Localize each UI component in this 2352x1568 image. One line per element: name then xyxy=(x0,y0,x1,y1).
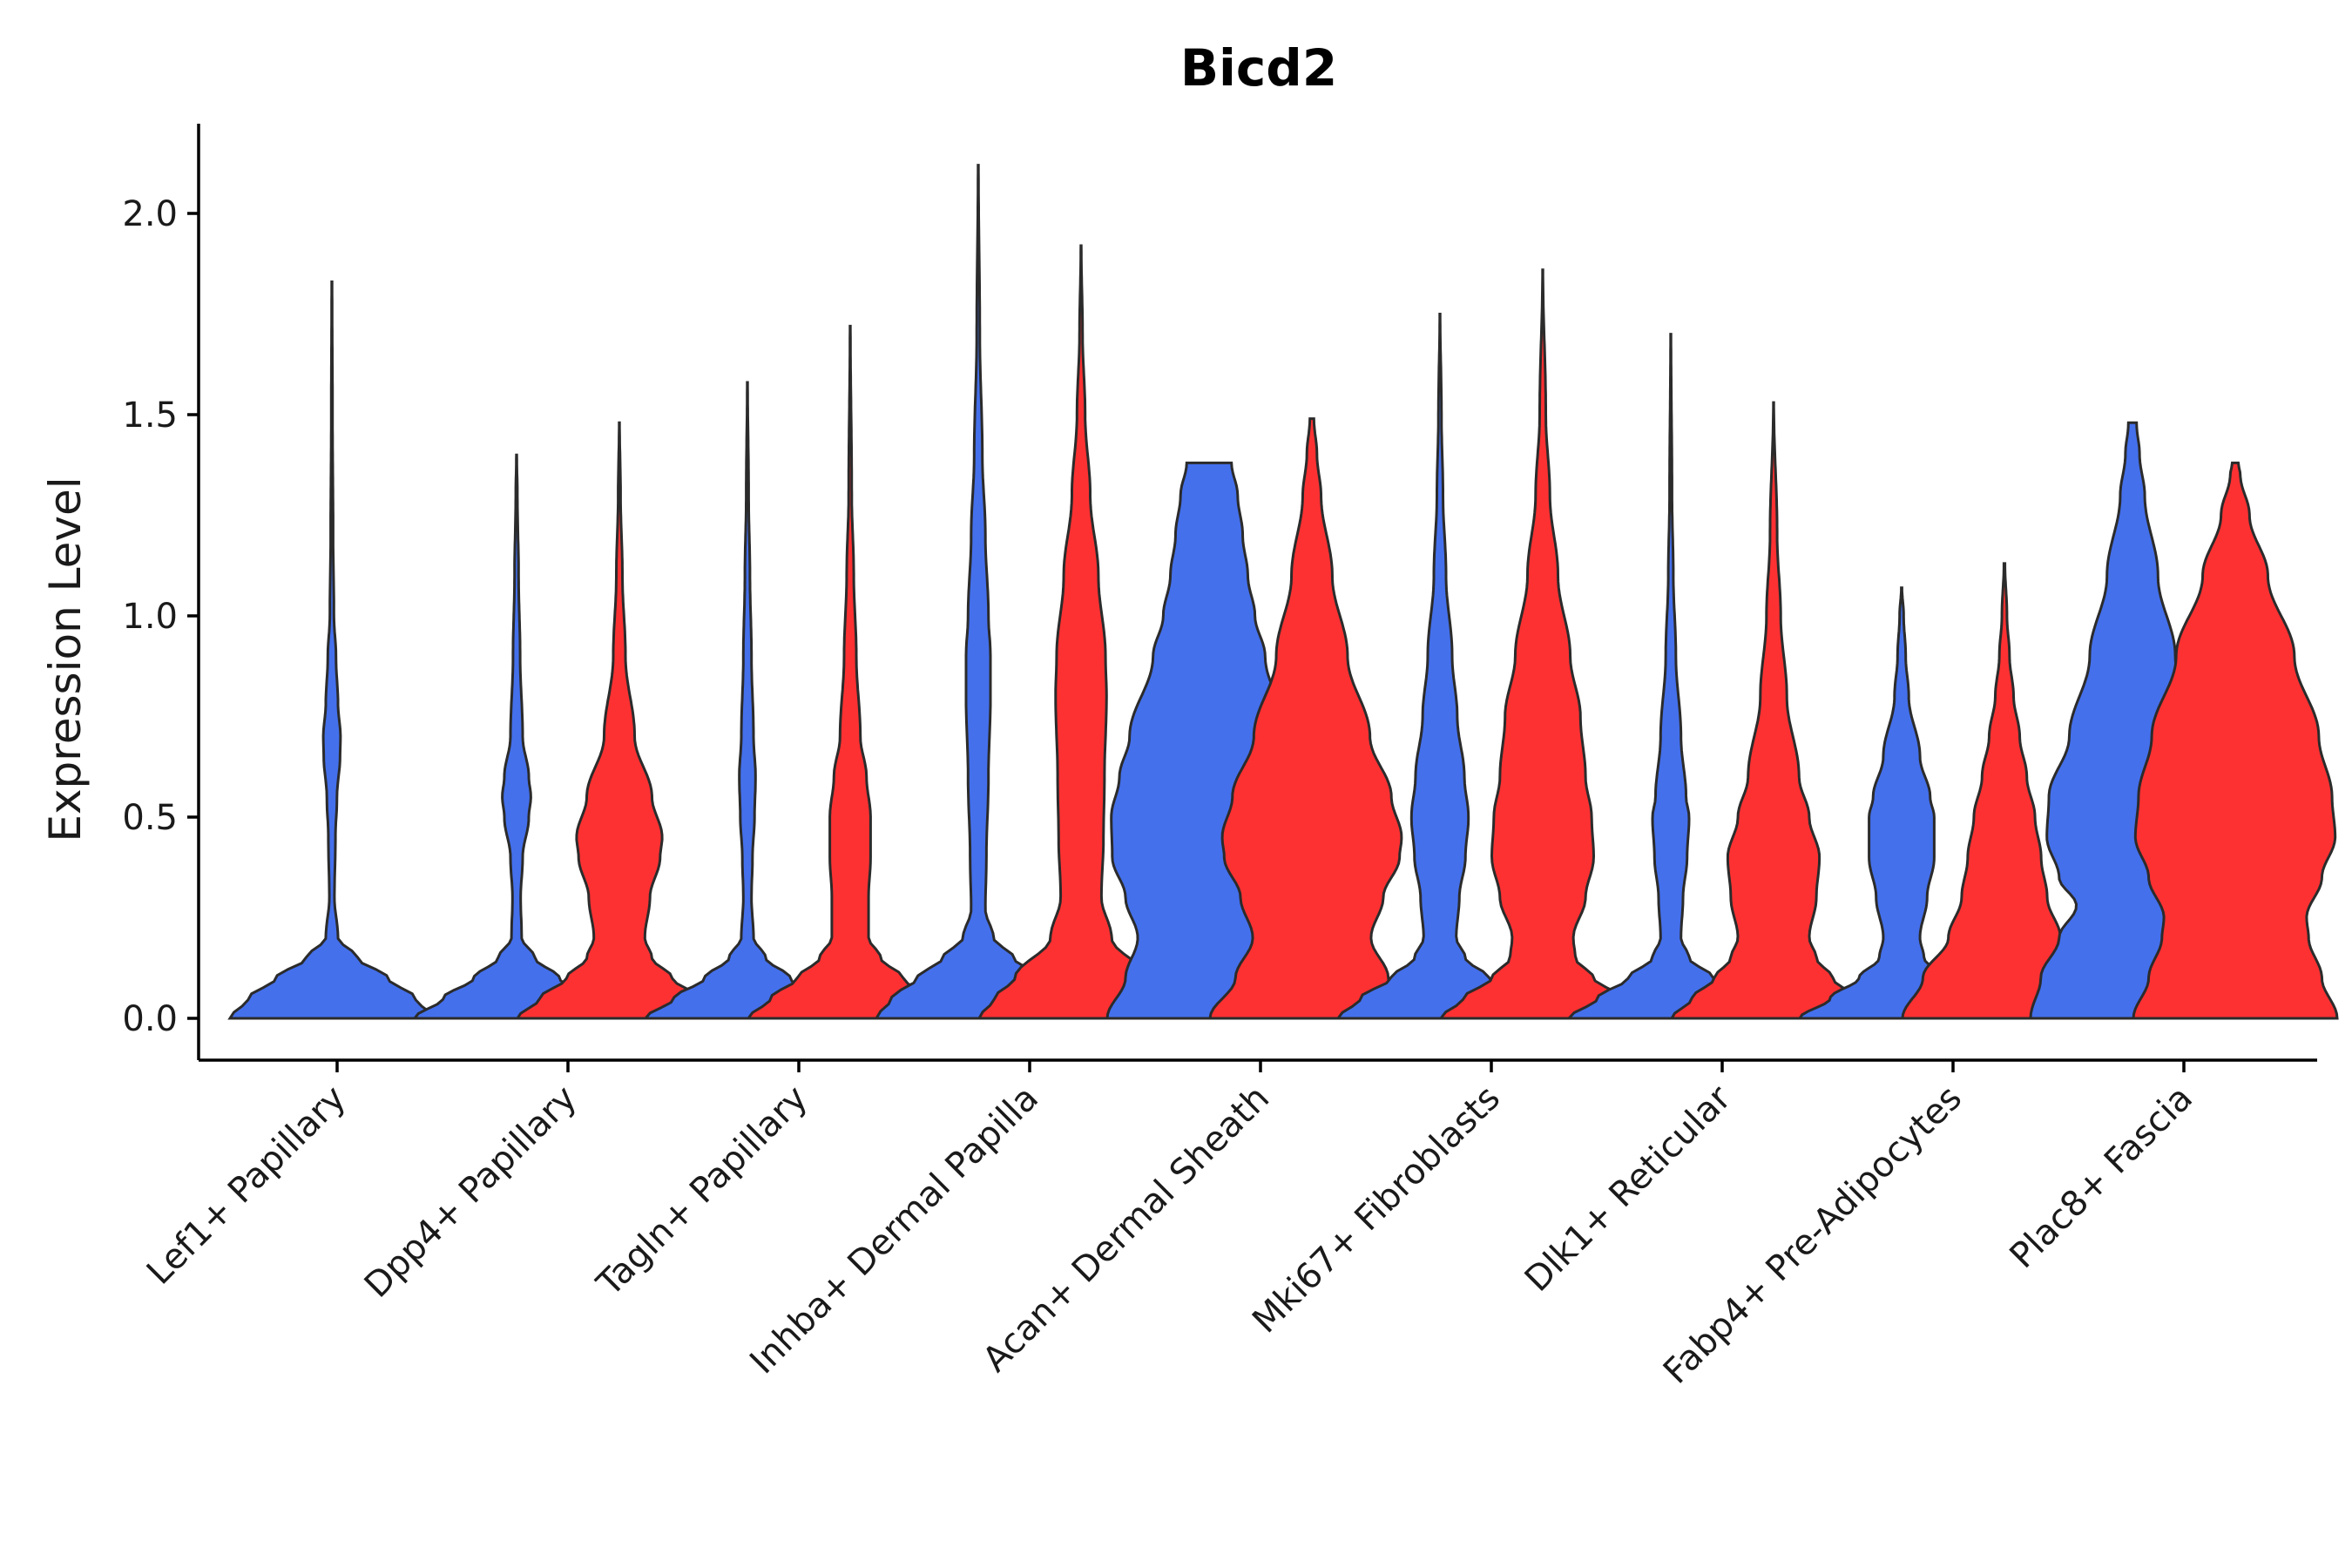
violin-blue-1 xyxy=(411,453,622,1020)
violin-red-3 xyxy=(977,244,1186,1020)
y-tick-label: 0.0 xyxy=(122,999,178,1039)
y-tick-label: 0.5 xyxy=(122,798,178,838)
x-axis-ticks: Lef1+ Papillary Dpp4+ Papillary Tagln+ Pap… xyxy=(139,1060,2200,1392)
x-tick-label: Dpp4+ Papillary xyxy=(357,1078,585,1306)
violin-blue-2 xyxy=(642,381,853,1020)
violin-red-7 xyxy=(1901,562,2108,1020)
y-axis-title: Expression Level xyxy=(40,476,91,841)
violin-blue-7 xyxy=(1797,586,2006,1020)
y-tick-label: 2.0 xyxy=(122,194,178,234)
violin-red-5 xyxy=(1437,268,1648,1020)
y-axis-ticks: 0.0 0.5 1.0 1.5 2.0 xyxy=(122,194,199,1039)
violin-red-6 xyxy=(1669,401,1878,1020)
violin-red-2 xyxy=(746,324,955,1020)
violin-red-1 xyxy=(515,421,724,1020)
x-tick-label: Mki67+ Fibroblasts xyxy=(1245,1078,1508,1342)
x-tick-label: Plac8+ Fascia xyxy=(2003,1078,2201,1277)
y-tick-label: 1.0 xyxy=(122,597,178,637)
violin-blue-6 xyxy=(1565,333,1776,1020)
violin-blue-3 xyxy=(874,164,1083,1020)
violin-red-8 xyxy=(2132,461,2339,1020)
violin-red-4 xyxy=(1208,417,1416,1020)
chart-title: Bicd2 xyxy=(1180,38,1337,98)
violin-blue-0 xyxy=(227,280,436,1020)
violin-layer xyxy=(227,164,2339,1020)
x-tick-label: Lef1+ Papillary xyxy=(139,1078,354,1293)
y-tick-label: 1.5 xyxy=(122,395,178,436)
x-tick-label: Tagln+ Papillary xyxy=(589,1078,815,1305)
x-tick-label: Dlk1+ Reticular xyxy=(1517,1078,1740,1300)
violin-blue-5 xyxy=(1335,313,1544,1020)
